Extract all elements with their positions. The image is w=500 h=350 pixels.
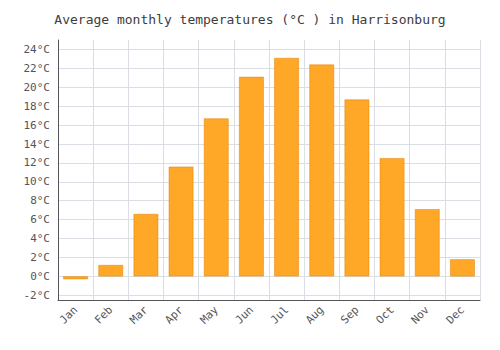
svg-text:2°C: 2°C	[30, 251, 50, 264]
svg-text:12°C: 12°C	[24, 156, 51, 169]
svg-text:Sep: Sep	[338, 303, 361, 326]
svg-text:Feb: Feb	[92, 303, 115, 326]
svg-text:24°C: 24°C	[24, 43, 51, 56]
svg-text:Jun: Jun	[233, 303, 256, 326]
svg-text:May: May	[198, 303, 221, 326]
svg-text:Apr: Apr	[162, 303, 185, 326]
svg-text:6°C: 6°C	[30, 213, 50, 226]
svg-text:4°C: 4°C	[30, 232, 50, 245]
svg-text:14°C: 14°C	[24, 138, 51, 151]
svg-text:Mar: Mar	[127, 303, 150, 326]
svg-text:Jul: Jul	[268, 303, 291, 326]
svg-text:Oct: Oct	[373, 303, 396, 326]
svg-text:Jan: Jan	[57, 303, 80, 326]
svg-text:Dec: Dec	[444, 303, 467, 326]
svg-text:Average monthly temperatures (: Average monthly temperatures (°C ) in Ha…	[54, 12, 445, 27]
svg-text:-2°C: -2°C	[24, 289, 51, 302]
svg-text:0°C: 0°C	[30, 270, 50, 283]
svg-text:Aug: Aug	[303, 303, 326, 326]
svg-text:18°C: 18°C	[24, 100, 51, 113]
svg-text:16°C: 16°C	[24, 119, 51, 132]
svg-text:10°C: 10°C	[24, 175, 51, 188]
svg-text:20°C: 20°C	[24, 81, 51, 94]
svg-text:Nov: Nov	[409, 303, 432, 326]
svg-text:22°C: 22°C	[24, 62, 51, 75]
svg-text:8°C: 8°C	[30, 194, 50, 207]
